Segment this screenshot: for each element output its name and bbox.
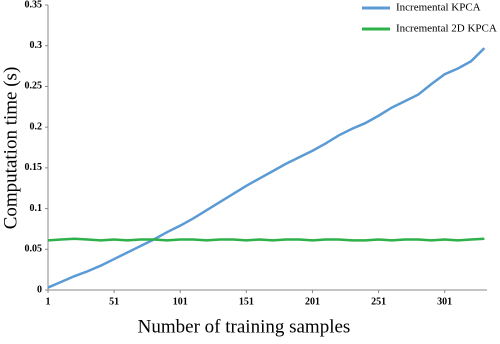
x-tick-label: 151	[239, 296, 254, 307]
x-tick-label: 301	[437, 296, 452, 307]
data-line	[47, 237, 485, 242]
x-tick-label: 101	[173, 296, 188, 307]
y-tick-label: 0.1	[30, 203, 43, 214]
y-tick-label: 0.3	[30, 40, 43, 51]
legend-text: Incremental KPCA	[396, 2, 481, 14]
y-tick-label: 0.25	[25, 81, 43, 92]
x-axis-label: Number of training samples	[138, 316, 351, 337]
x-tick-label: 1	[46, 296, 51, 307]
x-tick-label: 51	[109, 296, 119, 307]
x-tick-label: 251	[371, 296, 386, 307]
y-tick-label: 0.35	[25, 0, 43, 10]
y-tick-label: 0.2	[30, 121, 43, 132]
x-tick-label: 201	[305, 296, 320, 307]
y-tick-label: 0.05	[25, 244, 43, 255]
legend-text: Incremental 2D KPCA	[396, 23, 497, 35]
y-tick-label: 0	[37, 284, 42, 295]
y-tick-label: 0.15	[25, 162, 43, 173]
data-line	[47, 47, 486, 289]
y-axis-label: Computation time (s)	[0, 67, 21, 230]
